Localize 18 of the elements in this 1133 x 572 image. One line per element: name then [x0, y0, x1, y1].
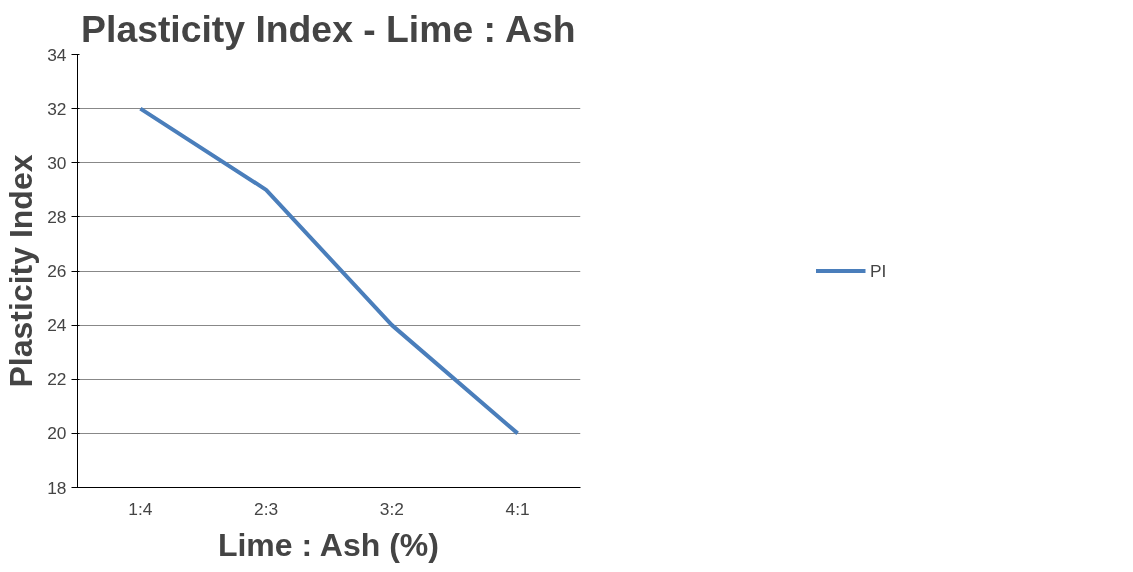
y-tick-label: 26 [47, 261, 67, 281]
legend-label: PI [870, 260, 888, 281]
x-tick-label: 1:4 [128, 498, 153, 519]
chart-title: Plasticity Index - Lime : Ash [81, 7, 576, 50]
y-tick-label: 32 [47, 98, 67, 119]
x-tick-label: 2:3 [254, 498, 279, 519]
y-tick-label: 30 [47, 152, 67, 173]
y-tick-label: 22 [47, 369, 67, 390]
x-tick-label: 4:1 [505, 498, 530, 519]
y-tick-label: 20 [47, 423, 67, 444]
x-tick-label: 3:2 [379, 498, 404, 519]
y-tick-label: 24 [47, 315, 67, 336]
y-tick-label: 28 [47, 206, 67, 227]
line-series [138, 106, 520, 436]
y-axis-title: Plasticity Index [3, 154, 40, 388]
y-tick-label: 18 [47, 477, 67, 498]
y-tick-label: 34 [47, 44, 67, 65]
x-axis-title: Lime : Ash (%) [217, 526, 439, 563]
